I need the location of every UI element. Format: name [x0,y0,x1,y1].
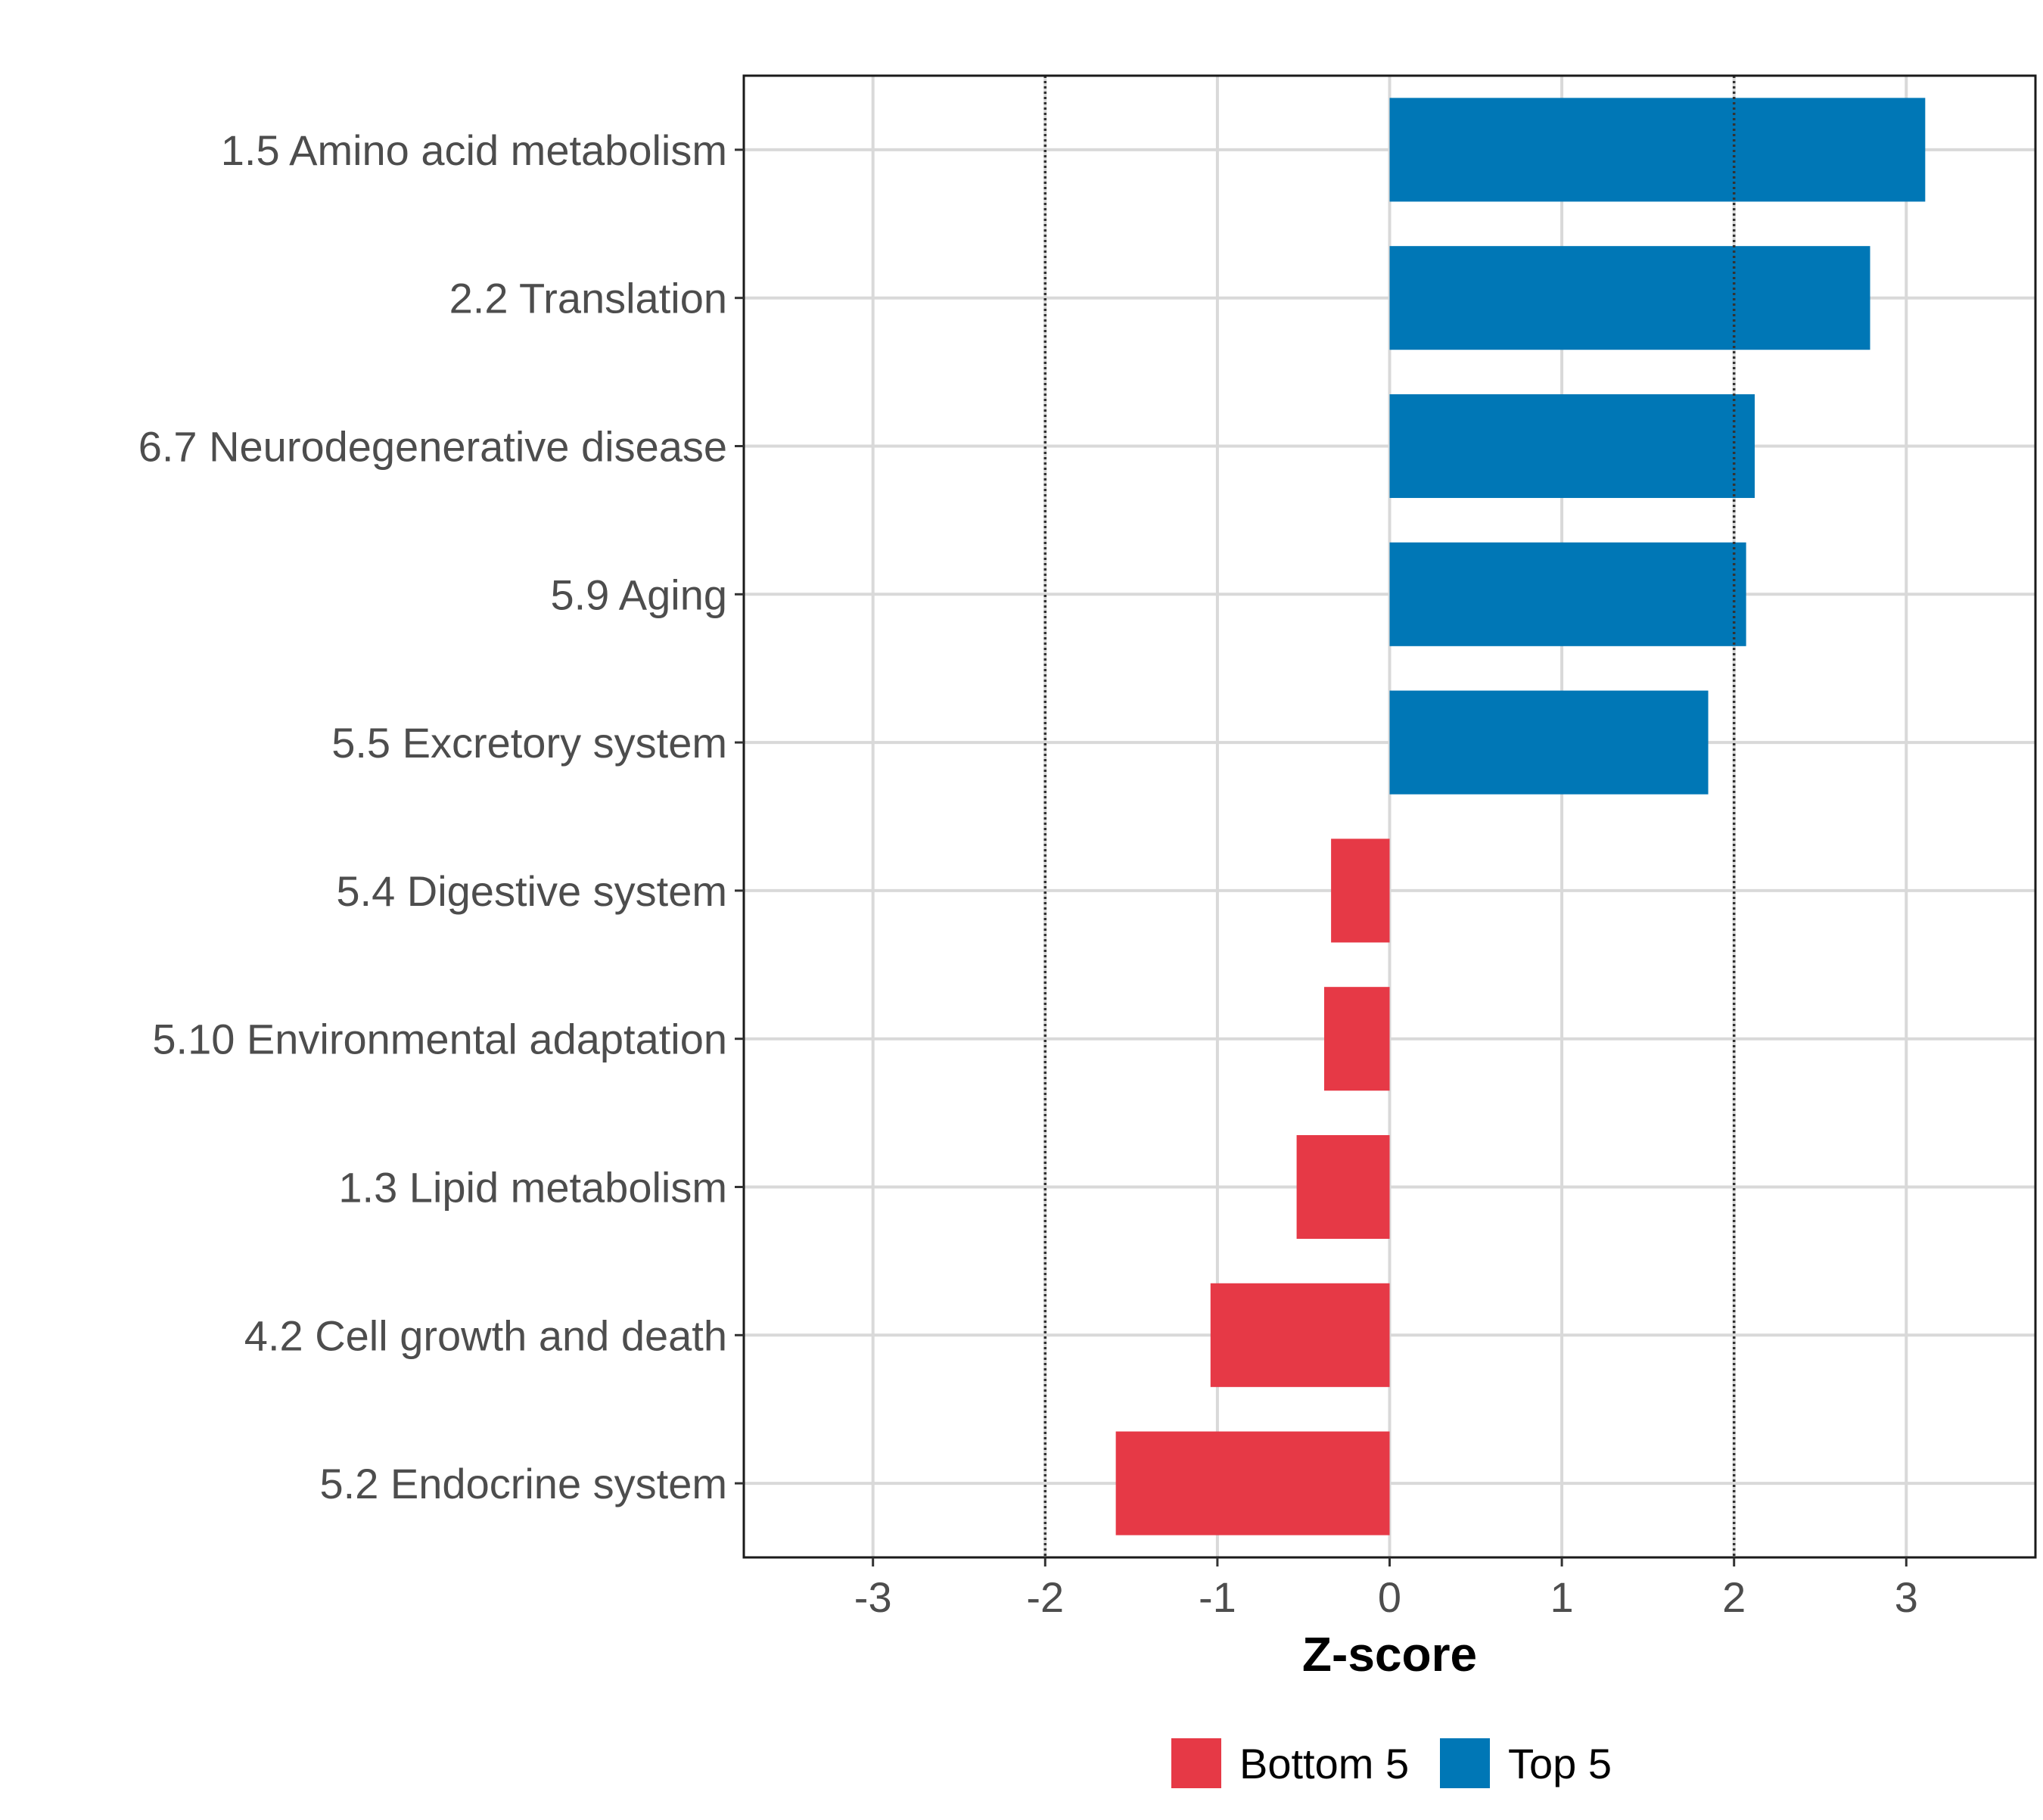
bar [1324,987,1390,1091]
y-tick-label: 5.2 Endocrine system [320,1460,727,1507]
bar [1389,246,1870,350]
bar [1296,1134,1390,1240]
bar-layer [1115,98,1926,1535]
reference-lines [1043,76,1736,1557]
bar [1389,394,1755,499]
bar [1115,1431,1390,1535]
y-tick-label: 5.4 Digestive system [336,867,727,915]
y-tick-label: 1.5 Amino acid metabolism [221,126,727,174]
legend-swatch [1440,1738,1490,1788]
x-axis-title: Z-score [1302,1627,1477,1682]
y-tick-label: 5.9 Aging [550,571,727,618]
bar [1331,838,1390,943]
legend-label: Bottom 5 [1239,1740,1409,1787]
bar [1210,1283,1390,1387]
y-tick-label: 5.5 Excretory system [331,719,727,767]
bar [1389,690,1709,795]
legend-swatch [1171,1738,1221,1788]
y-tick-label: 2.2 Translation [449,275,727,322]
x-axis: -3 -2 -1 0 1 2 3 [854,1557,1918,1621]
y-tick-label: 6.7 Neurodegenerative disease [138,423,727,471]
x-tick-label: 1 [1550,1573,1574,1621]
x-tick-label: -2 [1026,1573,1064,1621]
x-tick-label: 3 [1895,1573,1918,1621]
y-tick-label: 1.3 Lipid metabolism [338,1164,727,1212]
x-tick-label: -1 [1199,1573,1236,1621]
x-tick-label: 0 [1378,1573,1401,1621]
bar [1389,98,1926,202]
x-tick-label: -3 [854,1573,892,1621]
y-tick-label: 5.10 Environmental adaptation [152,1016,727,1063]
legend-label: Top 5 [1508,1740,1612,1787]
x-tick-label: 2 [1722,1573,1746,1621]
y-tick-label: 4.2 Cell growth and death [244,1311,727,1359]
y-axis: 1.5 Amino acid metabolism 2.2 Translation… [138,126,744,1507]
bar [1389,542,1746,646]
legend: Bottom 5 Top 5 [1171,1738,1612,1788]
